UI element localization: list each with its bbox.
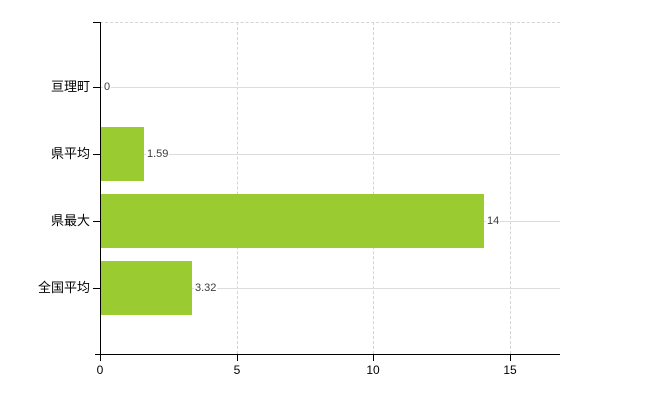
vertical-gridline bbox=[510, 22, 511, 354]
y-axis-line bbox=[100, 22, 101, 360]
vertical-gridline bbox=[373, 22, 374, 354]
value-label: 0 bbox=[103, 80, 112, 94]
category-gridline bbox=[100, 154, 560, 155]
y-axis-top-tick bbox=[93, 22, 100, 23]
category-label: 全国平均 bbox=[37, 280, 90, 295]
vertical-gridline bbox=[237, 22, 238, 354]
category-tick bbox=[93, 288, 100, 289]
x-tick-label: 0 bbox=[96, 363, 104, 377]
x-tick-label: 5 bbox=[233, 363, 241, 377]
x-axis-tick bbox=[510, 355, 511, 361]
category-label: 県平均 bbox=[50, 146, 90, 161]
category-gridline bbox=[100, 288, 560, 289]
value-label: 3.32 bbox=[194, 281, 218, 295]
category-label: 亘理町 bbox=[50, 79, 90, 94]
x-axis-tick bbox=[373, 355, 374, 361]
category-tick bbox=[93, 154, 100, 155]
bar bbox=[101, 127, 144, 181]
category-tick bbox=[93, 87, 100, 88]
x-tick-label: 10 bbox=[366, 363, 380, 377]
x-axis-tick bbox=[100, 355, 101, 361]
x-axis-tick bbox=[237, 355, 238, 361]
category-gridline bbox=[100, 87, 560, 88]
bar bbox=[101, 261, 192, 315]
value-label: 14 bbox=[486, 214, 501, 228]
value-label: 1.59 bbox=[146, 147, 170, 161]
x-tick-label: 15 bbox=[503, 363, 517, 377]
category-label: 県最大 bbox=[50, 213, 90, 228]
plot-top-border bbox=[100, 22, 560, 23]
x-axis-line bbox=[95, 354, 560, 355]
category-tick bbox=[93, 221, 100, 222]
bar bbox=[101, 194, 484, 248]
